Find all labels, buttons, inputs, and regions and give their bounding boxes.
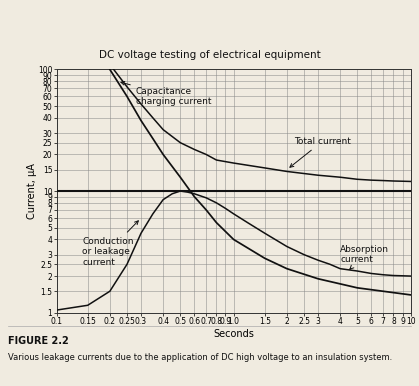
Y-axis label: Current, μA: Current, μA [26, 163, 36, 219]
Text: Conduction
or leakage
current: Conduction or leakage current [83, 221, 138, 267]
X-axis label: Seconds: Seconds [213, 328, 254, 339]
Text: Various leakage currents due to the application of DC high voltage to an insulat: Various leakage currents due to the appl… [8, 353, 393, 362]
Text: FIGURE 2.2: FIGURE 2.2 [8, 336, 69, 346]
Text: Total current: Total current [290, 137, 351, 167]
Text: Capacitance
charging current: Capacitance charging current [121, 81, 211, 106]
Text: Absorption
current: Absorption current [340, 245, 389, 269]
Text: DC voltage testing of electrical equipment: DC voltage testing of electrical equipme… [98, 50, 321, 60]
